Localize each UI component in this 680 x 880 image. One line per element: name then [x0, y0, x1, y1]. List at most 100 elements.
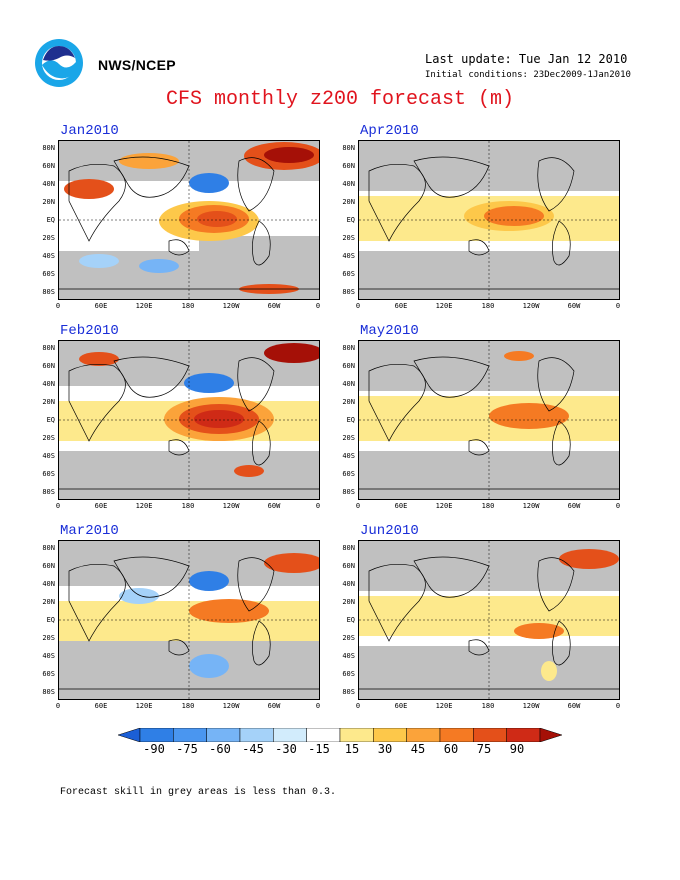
colorbar-label: -15 [308, 742, 330, 756]
lon-tick: 60E [94, 502, 108, 510]
lat-tick: EQ [46, 416, 55, 424]
panel-title-feb2010: Feb2010 [60, 323, 119, 339]
colorbar-swatch [173, 728, 207, 742]
lat-tick: 40N [342, 380, 355, 388]
lon-tick: 120E [435, 702, 453, 710]
lat-tick: EQ [346, 416, 355, 424]
lon-tick: 0 [615, 502, 621, 510]
lat-tick: 20S [342, 234, 355, 242]
lat-tick: EQ [346, 216, 355, 224]
colorbar-swatch [373, 728, 407, 742]
lon-tick: 60W [267, 302, 281, 310]
colorbar-swatch [139, 728, 174, 742]
lon-tick: 0 [315, 702, 321, 710]
coastlines [359, 156, 619, 290]
lon-tick: 60W [267, 702, 281, 710]
colorbar-swatch [306, 728, 341, 742]
lat-tick: 40N [42, 180, 55, 188]
lat-tick: 20S [42, 434, 55, 442]
lat-tick: 80N [342, 544, 355, 552]
lat-tick: 40N [342, 180, 355, 188]
page-title: CFS monthly z200 forecast (m) [165, 88, 515, 111]
colorbar-swatch [273, 728, 307, 742]
lat-tick: 60N [42, 362, 55, 370]
lon-tick: 180 [181, 702, 195, 710]
lon-tick: 0 [55, 302, 61, 310]
initial-conditions-text: Initial conditions: 23Dec2009-1Jan2010 [425, 70, 631, 80]
lon-tick: 120W [222, 302, 240, 310]
lat-tick: 80S [42, 288, 55, 296]
colorbar-label: 75 [476, 742, 492, 756]
lon-tick: 120W [222, 502, 240, 510]
forecast-map-jun2010 [358, 540, 620, 700]
lat-tick: 80N [42, 144, 55, 152]
lat-tick: 20N [342, 198, 355, 206]
lat-tick: 20N [342, 398, 355, 406]
skill-footnote: Forecast skill in grey areas is less tha… [60, 787, 337, 798]
colorbar-labels: -90 -75 -60 -45 -30 -15 15 30 45 60 75 9… [118, 742, 562, 758]
colorbar-label: -75 [176, 742, 198, 756]
lon-tick: 120E [135, 502, 153, 510]
colorbar-swatch [439, 728, 474, 742]
lat-tick: 40N [342, 580, 355, 588]
colorbar-label: 15 [344, 742, 360, 756]
lat-tick: 60N [342, 562, 355, 570]
lat-tick: 60S [42, 270, 55, 278]
lat-tick: 20N [342, 598, 355, 606]
lat-tick: 60N [42, 562, 55, 570]
forecast-map-may2010 [358, 340, 620, 500]
lon-tick: 60E [394, 302, 408, 310]
lat-tick: 80S [42, 688, 55, 696]
lat-tick: 40S [342, 252, 355, 260]
lon-tick: 0 [315, 302, 321, 310]
grid-lines [359, 541, 619, 699]
colorbar-swatch [473, 728, 507, 742]
lat-tick: 40S [42, 252, 55, 260]
lat-tick: 80N [342, 344, 355, 352]
lat-tick: 60S [342, 270, 355, 278]
lon-tick: 120W [522, 502, 540, 510]
lat-tick: 80S [342, 488, 355, 496]
lat-tick: 80S [342, 688, 355, 696]
noaa-logo [35, 39, 83, 87]
lat-tick: 40S [42, 652, 55, 660]
panel-title-jun2010: Jun2010 [360, 523, 419, 539]
colorbar-label: 45 [410, 742, 426, 756]
lon-tick: 0 [355, 702, 361, 710]
lat-tick: 80N [342, 144, 355, 152]
colorbar-label: 90 [509, 742, 525, 756]
forecast-map-jan2010 [58, 140, 320, 300]
anomaly-regions [64, 142, 319, 294]
colorbar-swatch [239, 728, 274, 742]
lat-tick: 60S [342, 670, 355, 678]
lon-tick: 0 [55, 502, 61, 510]
colorbar-swatch [539, 728, 562, 742]
lat-tick: 60N [342, 362, 355, 370]
lat-tick: 20N [42, 598, 55, 606]
lat-tick: 20N [42, 398, 55, 406]
lon-tick: 60W [567, 302, 581, 310]
lat-tick: 40S [42, 452, 55, 460]
lon-tick: 0 [615, 702, 621, 710]
lat-tick: EQ [46, 216, 55, 224]
forecast-map-feb2010 [58, 340, 320, 500]
panel-title-apr2010: Apr2010 [360, 123, 419, 139]
last-update-text: Last update: Tue Jan 12 2010 [425, 52, 628, 66]
lon-tick: 180 [481, 702, 495, 710]
lat-tick: 60N [42, 162, 55, 170]
lat-tick: 40N [42, 580, 55, 588]
lat-tick: 80N [42, 344, 55, 352]
lat-tick: 60S [42, 670, 55, 678]
agency-name: NWS/NCEP [98, 57, 176, 73]
lat-tick: 20S [342, 434, 355, 442]
grid-lines [59, 341, 319, 499]
colorbar-swatch [339, 728, 374, 742]
panel-title-may2010: May2010 [360, 323, 419, 339]
lon-tick: 120W [522, 302, 540, 310]
lon-tick: 120E [135, 702, 153, 710]
lat-tick: 40S [342, 452, 355, 460]
lat-tick: 60S [42, 470, 55, 478]
lon-tick: 120E [435, 502, 453, 510]
lat-tick: 20N [42, 198, 55, 206]
panel-title-jan2010: Jan2010 [60, 123, 119, 139]
